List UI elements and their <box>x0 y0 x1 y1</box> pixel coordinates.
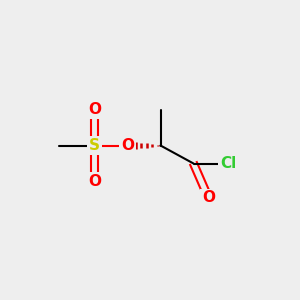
Text: O: O <box>88 174 101 189</box>
Text: O: O <box>202 190 215 206</box>
Text: O: O <box>121 138 134 153</box>
Text: Cl: Cl <box>220 156 236 171</box>
Text: O: O <box>88 102 101 117</box>
Text: S: S <box>89 138 100 153</box>
